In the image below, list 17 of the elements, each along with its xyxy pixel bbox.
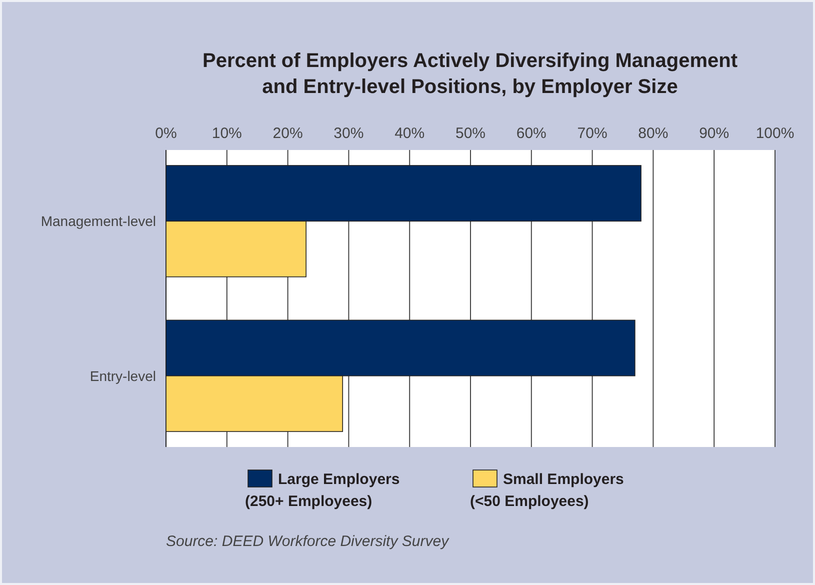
chart-title: Percent of Employers Actively Diversifying Management and Entry-level Positions, by Employer Size bbox=[202, 50, 738, 98]
x-tick-label: 80% bbox=[638, 125, 668, 142]
x-tick-label: 40% bbox=[394, 125, 425, 142]
source-note: Source: DEED Workforce Diversity Survey bbox=[166, 533, 450, 550]
x-tick-label: 10% bbox=[212, 125, 242, 142]
x-tick-label: 50% bbox=[455, 125, 486, 142]
x-tick-label: 30% bbox=[334, 125, 364, 142]
x-tick-label: 100% bbox=[756, 125, 794, 142]
y-tick-label: Management-level bbox=[40, 213, 156, 230]
legend-label: Small Employers (<50 Employees) bbox=[470, 471, 624, 510]
y-tick-label: Entry-level bbox=[90, 368, 156, 384]
x-tick-label: 60% bbox=[516, 125, 546, 142]
x-tick-label: 90% bbox=[699, 125, 730, 142]
x-tick-label: 70% bbox=[577, 125, 608, 142]
x-tick-label: 0% bbox=[155, 125, 177, 142]
x-tick-label: 20% bbox=[272, 125, 303, 142]
legend-label: Large Employers (250+ Employees) bbox=[245, 471, 400, 510]
